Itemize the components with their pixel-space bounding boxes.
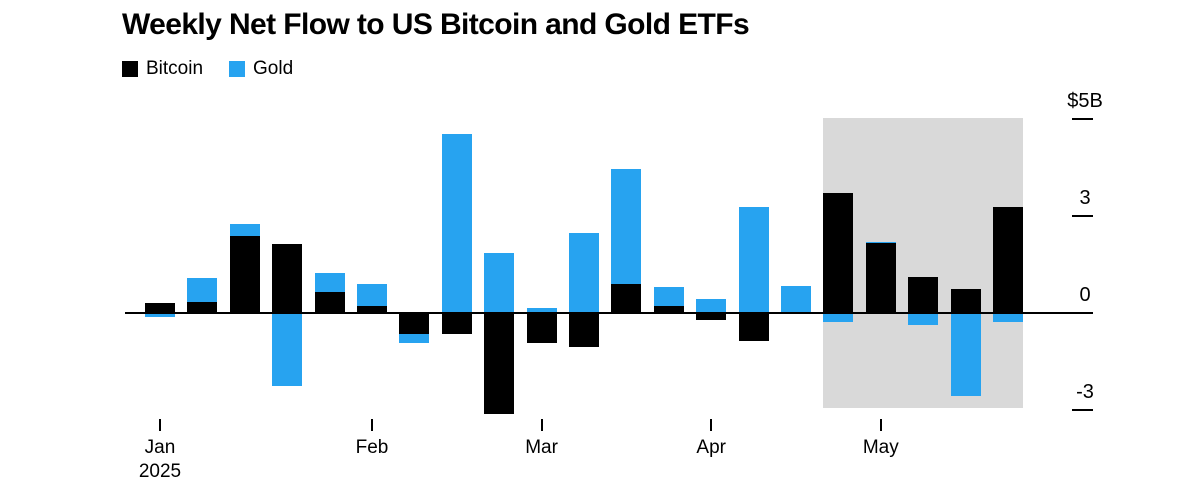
highlight-band — [823, 118, 1023, 408]
x-axis-tick-Mar — [540, 419, 543, 431]
x-axis-label-Apr: Apr — [696, 437, 726, 458]
bar-gold-4 — [272, 313, 303, 387]
bar-bitcoin-9 — [484, 313, 515, 414]
bar-gold-10 — [526, 308, 557, 313]
legend-item-bitcoin: Bitcoin — [122, 58, 203, 80]
bar-bitcoin-17 — [823, 193, 854, 313]
bar-gold-1 — [145, 313, 175, 317]
bar-bitcoin-21 — [993, 206, 1023, 313]
bar-bitcoin-7 — [399, 313, 430, 335]
bar-gold-17 — [823, 313, 854, 323]
y-axis-tick-3 — [1072, 215, 1093, 217]
legend-item-gold: Gold — [229, 58, 293, 80]
bar-bitcoin-4 — [272, 244, 303, 313]
bar-bitcoin-2 — [187, 302, 218, 313]
y-axis-label-3: 3 — [1079, 187, 1091, 209]
bar-bitcoin-14 — [696, 313, 727, 321]
bar-bitcoin-19 — [908, 277, 939, 313]
x-axis-tick-Feb — [371, 419, 373, 431]
bar-gold-8 — [441, 133, 472, 313]
bar-bitcoin-20 — [950, 289, 981, 313]
y-axis-label--3: -3 — [1076, 380, 1094, 403]
x-axis-tick-Jan — [159, 419, 161, 431]
bar-gold-19 — [908, 313, 939, 325]
bar-bitcoin-13 — [653, 305, 684, 313]
bar-bitcoin-8 — [441, 313, 472, 335]
bar-gold-16 — [781, 285, 811, 313]
zero-line — [125, 312, 1093, 314]
bar-gold-20 — [950, 313, 981, 397]
y-axis-tick-$5B — [1072, 118, 1093, 120]
x-axis-label-Mar: Mar — [525, 437, 558, 458]
x-axis-label-Jan: Jan — [144, 437, 176, 458]
x-axis-label-Feb: Feb — [355, 437, 389, 458]
bar-bitcoin-11 — [569, 313, 599, 347]
bitcoin-swatch-icon — [122, 61, 138, 77]
bar-gold-11 — [569, 233, 599, 313]
y-axis-label-$5B: $5B — [1067, 90, 1103, 112]
legend-label-gold: Gold — [253, 58, 294, 79]
bar-bitcoin-15 — [738, 313, 769, 341]
bar-bitcoin-10 — [526, 313, 557, 344]
bar-bitcoin-5 — [314, 291, 345, 313]
bar-gold-14 — [696, 299, 727, 313]
bar-bitcoin-18 — [865, 242, 896, 313]
legend: Bitcoin Gold — [122, 58, 293, 80]
chart-title: Weekly Net Flow to US Bitcoin and Gold E… — [122, 8, 750, 41]
x-axis-label-May: May — [862, 437, 899, 458]
legend-label-bitcoin: Bitcoin — [146, 58, 204, 79]
bar-gold-21 — [993, 313, 1023, 323]
bar-gold-15 — [738, 206, 769, 313]
x-axis-tick-May — [879, 419, 882, 431]
bar-bitcoin-3 — [229, 236, 260, 313]
bar-bitcoin-12 — [611, 283, 642, 313]
x-axis-tick-Apr — [710, 419, 713, 431]
bar-bitcoin-1 — [145, 302, 175, 313]
gold-swatch-icon — [229, 61, 246, 77]
y-axis-tick--3 — [1072, 408, 1093, 411]
y-axis-label-0: 0 — [1079, 284, 1091, 306]
bar-gold-9 — [484, 252, 515, 313]
bar-bitcoin-6 — [357, 305, 387, 313]
x-axis-year-label: 2025 — [138, 461, 182, 482]
